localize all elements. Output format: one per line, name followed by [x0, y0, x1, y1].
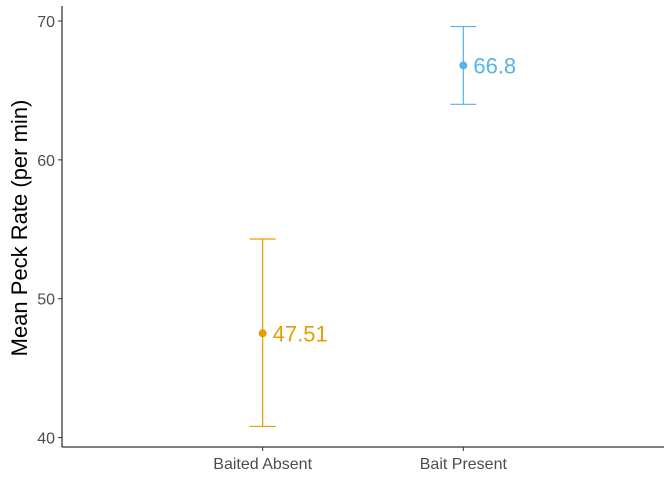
- y-ticks: 40 50 60 70: [37, 14, 62, 448]
- data-point: [258, 329, 267, 338]
- y-tick-label: 70: [37, 14, 55, 31]
- data-label: 66.8: [473, 53, 516, 78]
- x-ticks: Baited Absent Bait Present: [213, 447, 507, 473]
- axes: [61, 6, 664, 448]
- y-tick-label: 60: [37, 153, 55, 170]
- data-point: [459, 61, 468, 70]
- y-tick-label: 50: [37, 292, 55, 309]
- data-label: 47.51: [273, 321, 328, 346]
- point-group: 66.8: [450, 25, 516, 105]
- y-tick-label: 40: [37, 431, 55, 448]
- x-tick-label: Bait Present: [420, 456, 508, 473]
- data-marks: 47.51 66.8: [249, 25, 516, 428]
- x-tick-label: Baited Absent: [213, 456, 312, 473]
- y-axis-title: Mean Peck Rate (per min): [7, 100, 32, 357]
- point-group: 47.51: [249, 238, 328, 428]
